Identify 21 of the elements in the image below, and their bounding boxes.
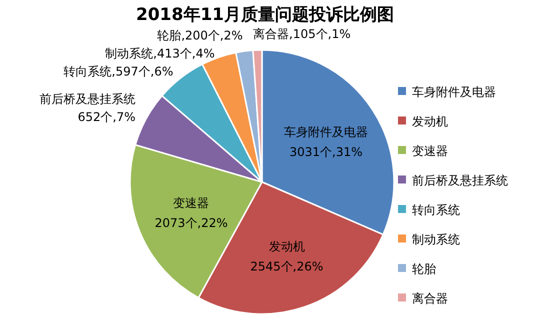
legend-label: 前后桥及悬挂系统 [412,174,508,188]
data-label: 轮胎,200个,2% [157,28,243,42]
data-label: 2073个,22% [154,216,228,230]
slice-label: 变速器 [173,196,210,210]
legend-label: 发动机 [412,114,448,128]
data-label: 3031个,31% [290,145,363,160]
data-label: 制动系统,413个,4% [105,46,215,60]
chart-title: 2018年11月质量问题投诉比例图 [136,5,394,25]
slice-label: 前后桥及悬挂系统 [40,92,136,106]
legend-label: 转向系统 [412,203,460,217]
legend-label: 车身附件及电器 [412,85,496,99]
legend-label: 轮胎 [412,262,436,276]
legend-label: 离合器 [412,292,448,306]
legend-label: 制动系统 [412,232,460,246]
data-label: 2545个,26% [250,259,324,274]
data-label: 转向系统,597个,6% [64,64,174,78]
slice-label: 车身附件及电器 [284,125,368,140]
data-label: 652个,7% [78,110,136,124]
slice-label: 发动机 [268,239,305,254]
legend-label: 变速器 [412,144,448,158]
data-label: 离合器,105个,1% [253,27,351,42]
